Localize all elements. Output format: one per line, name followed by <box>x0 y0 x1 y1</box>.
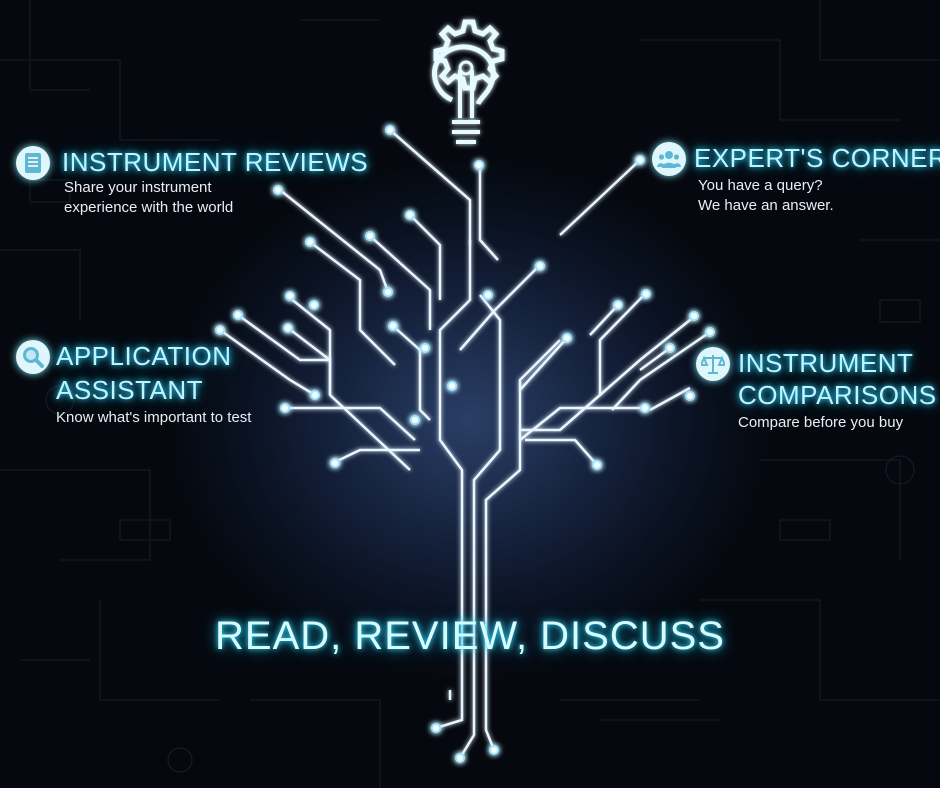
feature-description: We have an answer. <box>698 196 834 216</box>
feature-title: COMPARISONS <box>738 379 937 411</box>
feature-title: INSTRUMENT <box>738 347 913 379</box>
magnifier-icon <box>16 340 50 374</box>
tagline: READ, REVIEW, DISCUSS <box>0 612 940 660</box>
lightbulb-gear-icon <box>434 22 502 142</box>
feature-description: Share your instrument <box>64 178 212 198</box>
group-icon <box>652 142 686 176</box>
circuit-nodes <box>216 126 714 762</box>
scales-icon <box>696 347 730 381</box>
feature-description: experience with the world <box>64 198 233 218</box>
feature-description: You have a query? <box>698 176 823 196</box>
feature-title: EXPERT'S CORNER <box>694 142 940 174</box>
circuit-traces <box>220 130 710 758</box>
feature-title: INSTRUMENT REVIEWS <box>62 146 368 178</box>
feature-title: ASSISTANT <box>56 374 203 406</box>
document-icon <box>16 146 50 180</box>
feature-title: APPLICATION <box>56 340 232 372</box>
feature-description: Know what's important to test <box>56 408 251 428</box>
feature-description: Compare before you buy <box>738 413 903 433</box>
